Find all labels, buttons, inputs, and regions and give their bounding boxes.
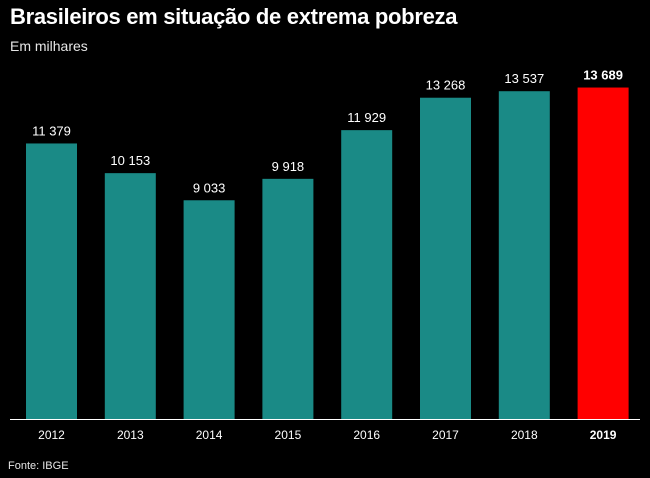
bar-2018: [498, 91, 550, 419]
value-label-2014: 9 033: [193, 180, 226, 195]
value-label-2015: 9 918: [272, 159, 305, 174]
source-note: Fonte: IBGE: [8, 460, 69, 472]
x-tick-label-2014: 2014: [196, 428, 223, 442]
x-tick-label-2012: 2012: [38, 428, 65, 442]
x-tick-label-2016: 2016: [353, 428, 380, 442]
bar-2013: [104, 173, 156, 419]
value-label-2018: 13 537: [504, 71, 544, 86]
chart-title: Brasileiros em situação de extrema pobre…: [10, 4, 458, 29]
x-tick-label-2018: 2018: [511, 428, 538, 442]
x-tick-label-2017: 2017: [432, 428, 459, 442]
x-tick-label-2015: 2015: [275, 428, 302, 442]
bar-2012: [26, 143, 77, 419]
value-label-2019: 13 689: [583, 68, 623, 83]
value-label-2012: 11 379: [32, 123, 71, 138]
bar-2015: [262, 178, 314, 419]
bar-2019: [577, 87, 629, 419]
x-tick-label-2013: 2013: [117, 428, 144, 442]
x-tick-label-2019: 2019: [590, 428, 617, 442]
value-label-2013: 10 153: [110, 153, 150, 168]
bar-2014: [183, 200, 235, 419]
value-label-2017: 13 268: [426, 78, 466, 93]
value-label-2016: 11 929: [347, 110, 386, 125]
bar-2016: [341, 130, 393, 420]
chart-subtitle: Em milhares: [10, 38, 88, 54]
bar-2017: [420, 97, 471, 419]
